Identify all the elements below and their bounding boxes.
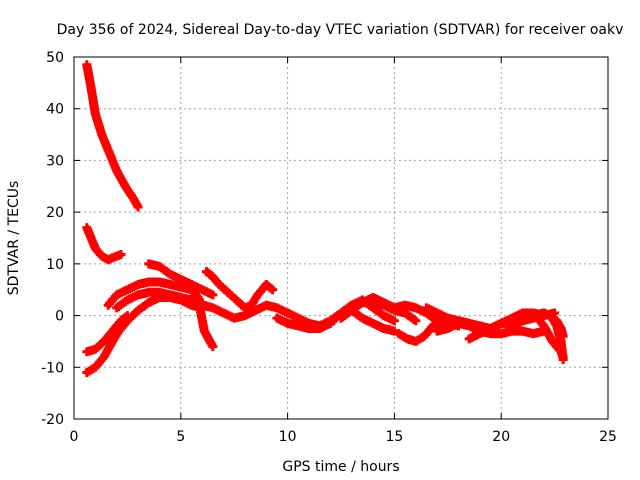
grid-lines [74, 57, 608, 419]
x-tick-label: 0 [70, 429, 79, 445]
axis-ticks [73, 56, 609, 420]
data-point [389, 316, 399, 326]
y-tick-labels: -20 -10 0 10 20 30 40 50 [41, 50, 64, 428]
data-point [122, 311, 132, 321]
chart-title: Day 356 of 2024, Sidereal Day-to-day VTE… [57, 22, 624, 38]
y-axis-label: SDTVAR / TECUs [6, 181, 22, 296]
x-tick-label: 5 [176, 429, 185, 445]
data-point [208, 342, 218, 352]
data-point [268, 285, 278, 295]
data-point [208, 290, 218, 300]
y-tick-label: 20 [46, 205, 64, 221]
data-point [558, 352, 568, 362]
y-tick-label: 30 [46, 153, 64, 169]
data-point [411, 316, 421, 326]
x-tick-label: 10 [279, 429, 297, 445]
series-s4 [82, 311, 132, 357]
x-tick-label: 25 [599, 429, 617, 445]
series-s20 [539, 308, 568, 341]
data-point [558, 331, 568, 341]
series-s7 [112, 287, 207, 313]
series-s3 [82, 292, 207, 377]
y-tick-label: 50 [46, 50, 64, 66]
y-tick-label: 40 [46, 102, 64, 118]
data-points [82, 60, 568, 377]
data-point [133, 202, 143, 212]
series-s2 [82, 223, 126, 265]
x-tick-label: 20 [492, 429, 510, 445]
y-tick-label: 10 [46, 257, 64, 273]
y-tick-label: -10 [41, 360, 64, 376]
x-tick-labels: 0 5 10 15 20 25 [70, 429, 617, 445]
series-s13 [347, 305, 399, 336]
x-axis-label: GPS time / hours [282, 459, 399, 475]
series-s1 [82, 60, 143, 212]
y-tick-label: -20 [41, 412, 64, 428]
y-tick-label: 0 [55, 309, 64, 325]
series-s6 [144, 259, 218, 300]
series-s8 [201, 267, 278, 313]
data-point [116, 250, 126, 260]
plot-frame [73, 56, 609, 420]
series-s19 [535, 316, 568, 362]
x-tick-label: 15 [385, 429, 403, 445]
